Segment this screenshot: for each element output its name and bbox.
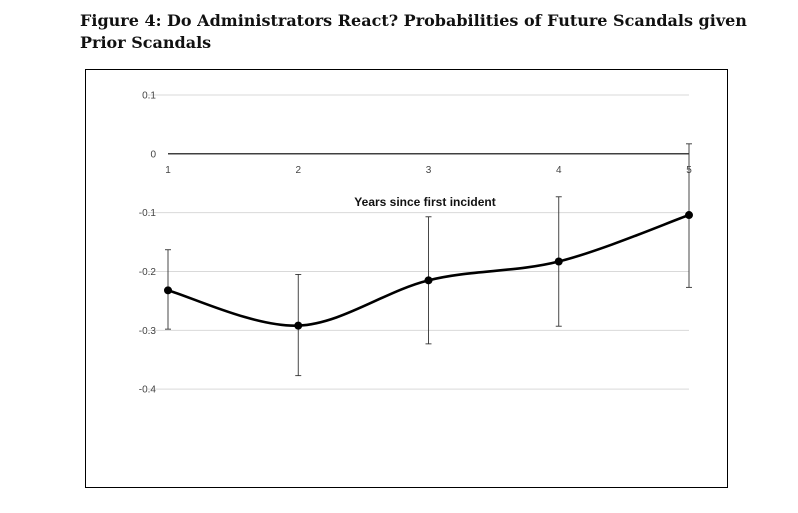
data-point [424,276,433,285]
y-tick-label: -0.4 [139,385,157,396]
figure-title-line-1: Figure 4: Do Administrators React? Proba… [80,11,747,30]
data-point [164,286,172,295]
data-point [685,211,693,220]
y-tick-label: 0.1 [142,91,156,102]
error-bars [165,143,692,377]
figure-title: Figure 4: Do Administrators React? Proba… [80,10,780,54]
x-tick-label: 4 [556,165,562,176]
x-tick-label: 2 [295,165,301,176]
gridlines [148,94,689,390]
chart-frame [85,69,728,488]
x-tick-labels: 12345 [165,165,692,176]
data-point [294,321,303,330]
x-tick-label: 1 [165,165,171,176]
series-group [164,211,693,330]
x-axis-title: Years since first incident [354,195,495,209]
y-tick-label: -0.3 [139,326,157,337]
y-tick-label: -0.2 [139,267,157,278]
x-tick-label: 3 [426,165,432,176]
y-tick-labels: 0.1 0 -0.1 -0.2 -0.3 -0.4 [139,91,157,396]
y-tick-label: 0 [150,149,156,160]
y-tick-label: -0.1 [139,208,157,219]
figure-title-line-2: Prior Scandals [80,33,212,52]
data-point [554,257,563,266]
